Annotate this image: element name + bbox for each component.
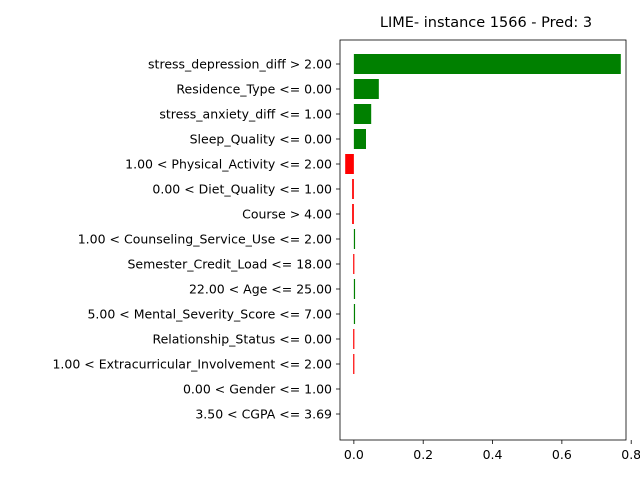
y-tick-label-11: Relationship_Status <= 0.00: [152, 332, 332, 347]
bar-6: [352, 204, 354, 224]
bar-3: [353, 129, 366, 149]
bar-0: [353, 54, 621, 74]
x-tick-label-4: 0.8: [621, 447, 640, 462]
y-tick-label-13: 0.00 < Gender <= 1.00: [183, 382, 332, 397]
bar-7: [353, 229, 356, 249]
bar-5: [352, 179, 354, 199]
x-tick-label-1: 0.2: [413, 447, 433, 462]
bar-2: [353, 104, 372, 124]
y-tick-label-1: Residence_Type <= 0.00: [176, 82, 332, 97]
x-tick-label-3: 0.6: [552, 447, 572, 462]
bars-layer: [345, 54, 621, 374]
y-tick-label-4: 1.00 < Physical_Activity <= 2.00: [125, 157, 332, 172]
y-tick-label-10: 5.00 < Mental_Severity_Score <= 7.00: [87, 307, 332, 322]
y-tick-label-12: 1.00 < Extracurricular_Involvement <= 2.…: [52, 357, 332, 372]
y-tick-label-0: stress_depression_diff > 2.00: [148, 57, 332, 72]
x-axis: 0.0 0.2 0.4 0.6 0.8: [344, 440, 640, 462]
plot-frame: [339, 39, 627, 441]
bar-10: [353, 304, 356, 324]
x-tick-label-2: 0.4: [483, 447, 503, 462]
chart-title: LIME- instance 1566 - Pred: 3: [380, 15, 592, 31]
y-tick-label-2: stress_anxiety_diff <= 1.00: [159, 107, 332, 122]
y-tick-label-9: 22.00 < Age <= 25.00: [189, 282, 332, 297]
bar-4: [345, 154, 354, 174]
bar-1: [353, 79, 379, 99]
y-tick-label-8: Semester_Credit_Load <= 18.00: [128, 257, 333, 272]
y-tick-label-5: 0.00 < Diet_Quality <= 1.00: [152, 182, 332, 197]
y-tick-label-7: 1.00 < Counseling_Service_Use <= 2.00: [78, 232, 332, 247]
y-tick-labels: stress_depression_diff > 2.00 Residence_T…: [52, 57, 340, 422]
y-tick-label-3: Sleep_Quality <= 0.00: [190, 132, 332, 147]
bar-11: [353, 329, 355, 349]
bar-12: [353, 354, 355, 374]
x-tick-label-0: 0.0: [344, 447, 364, 462]
bar-9: [353, 279, 356, 299]
bar-8: [353, 254, 355, 274]
y-tick-label-6: Course > 4.00: [242, 207, 332, 222]
y-tick-label-14: 3.50 < CGPA <= 3.69: [195, 407, 332, 422]
